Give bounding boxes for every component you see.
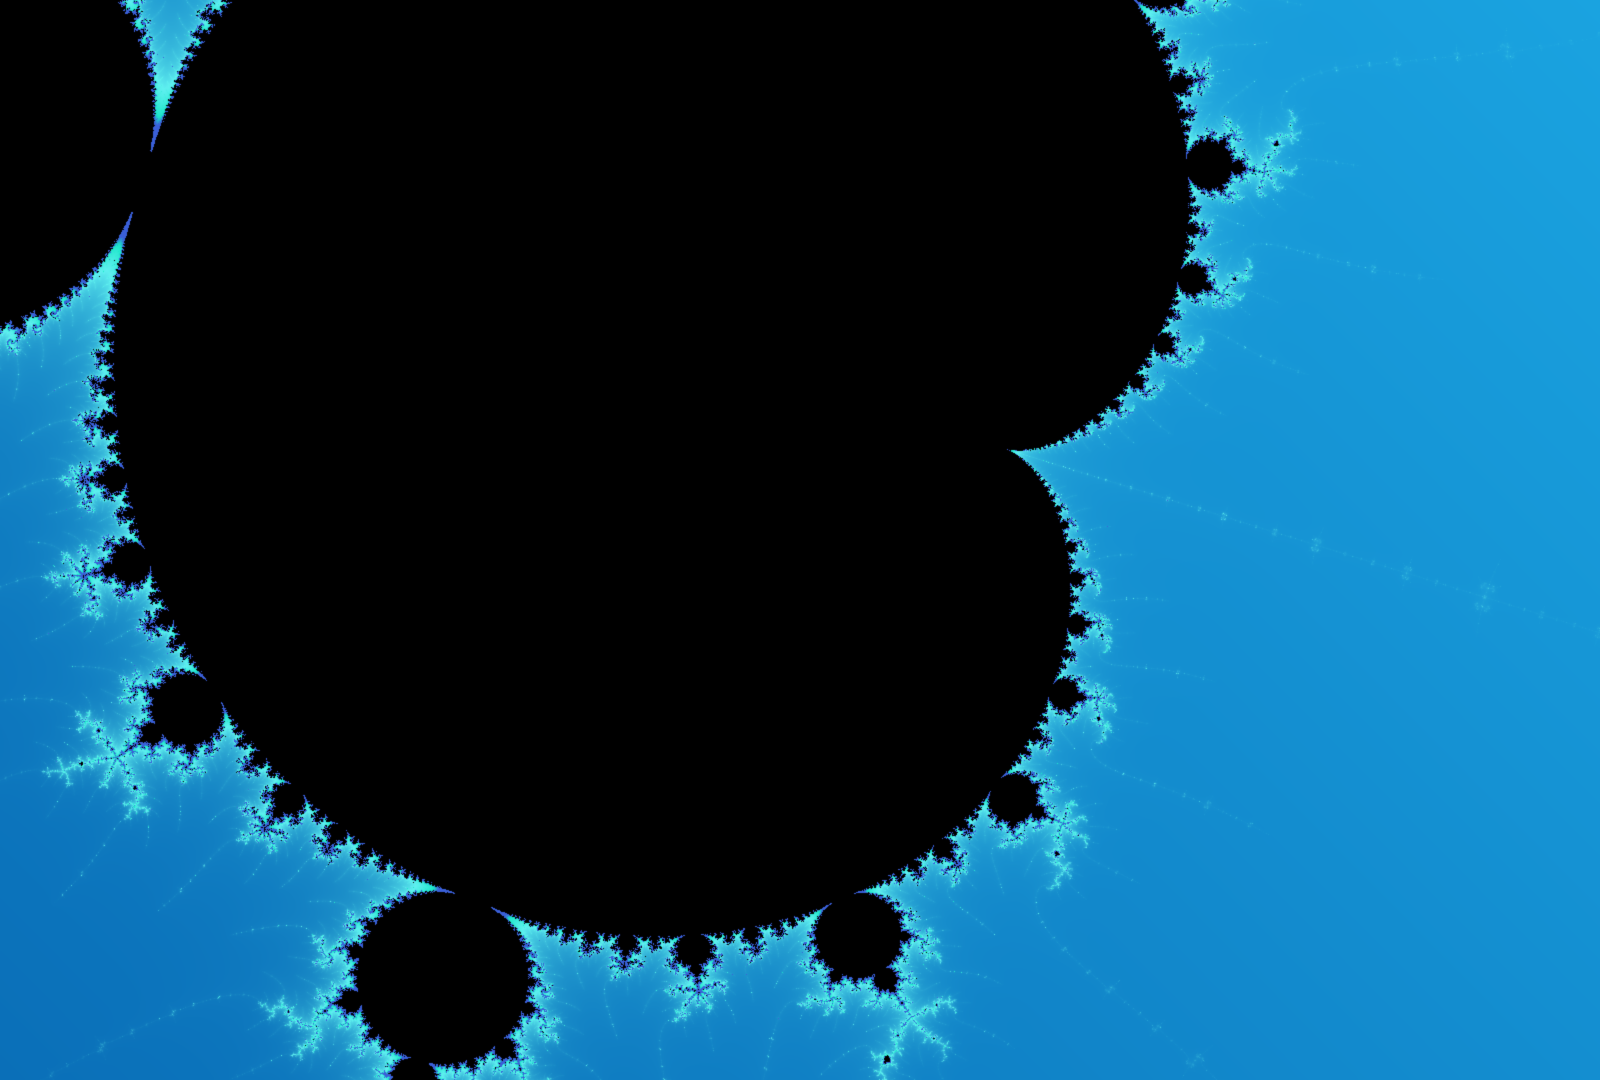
mandelbrot-fractal-image (0, 0, 1600, 1080)
